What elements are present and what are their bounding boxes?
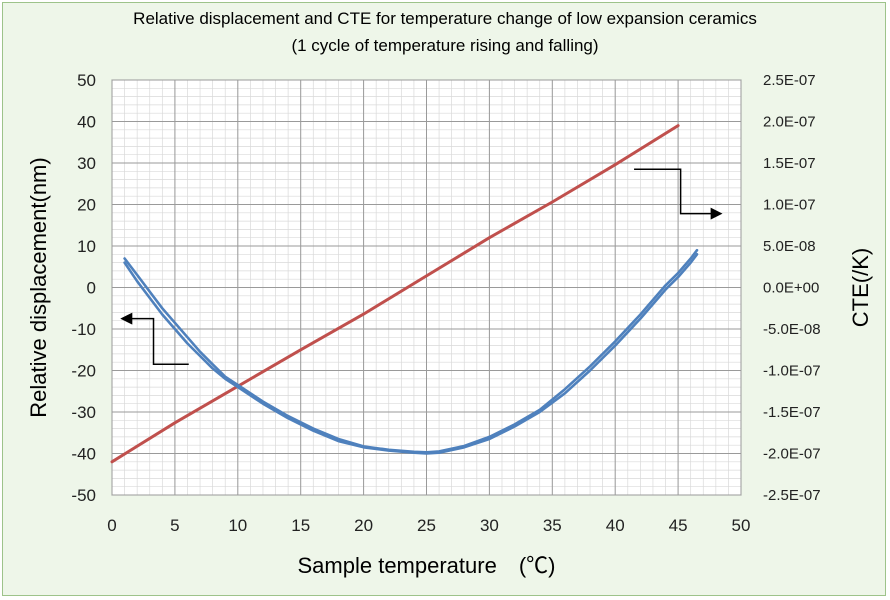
right-tick-label: 0.0E+00 <box>763 280 819 297</box>
right-tick-label: -2.0E-07 <box>763 446 821 463</box>
left-axis-ticks: 50 40 30 20 10 0 -10 -20 -30 -40 -50 <box>71 71 96 505</box>
left-tick-label: -40 <box>71 445 96 464</box>
x-tick-label: 20 <box>354 516 373 535</box>
x-tick-label: 30 <box>480 516 499 535</box>
displacement-series-line-2 <box>123 248 699 454</box>
right-tick-label: -1.5E-07 <box>763 404 821 421</box>
axis-arrows <box>120 168 723 366</box>
right-tick-label: -5.0E-08 <box>763 321 821 338</box>
left-tick-label: 10 <box>77 237 96 256</box>
left-tick-label: -10 <box>71 320 96 339</box>
x-tick-label: 10 <box>228 516 247 535</box>
series-layer <box>110 124 699 464</box>
chart-title: Relative displacement and CTE for temper… <box>133 9 757 28</box>
chart-subtitle: (1 cycle of temperature rising and falli… <box>291 36 599 55</box>
x-tick-label: 5 <box>170 516 179 535</box>
x-tick-label: 15 <box>291 516 310 535</box>
left-tick-label: 40 <box>77 113 96 132</box>
x-tick-label: 50 <box>732 516 751 535</box>
right-axis-ticks: 2.5E-07 2.0E-07 1.5E-07 1.0E-07 5.0E-08 0.0E+… <box>763 72 821 504</box>
x-axis-ticks: 0 5 10 15 20 25 30 35 40 45 50 <box>107 516 750 535</box>
major-grid <box>111 79 742 496</box>
right-tick-label: 5.0E-08 <box>763 238 816 255</box>
left-tick-label: 0 <box>87 279 96 298</box>
x-tick-label: 45 <box>669 516 688 535</box>
x-axis-label: Sample temperature (℃) <box>298 553 556 578</box>
left-tick-label: 20 <box>77 196 96 215</box>
right-tick-label: 2.0E-07 <box>763 114 816 131</box>
left-tick-label: 50 <box>77 71 96 90</box>
right-tick-label: -1.0E-07 <box>763 363 821 380</box>
x-tick-label: 35 <box>543 516 562 535</box>
left-tick-label: -30 <box>71 403 96 422</box>
x-tick-label: 40 <box>606 516 625 535</box>
right-tick-label: 1.5E-07 <box>763 155 816 172</box>
left-tick-label: 30 <box>77 154 96 173</box>
right-tick-label: -2.5E-07 <box>763 487 821 504</box>
x-tick-label: 0 <box>107 516 116 535</box>
x-tick-label: 25 <box>417 516 436 535</box>
left-tick-label: -50 <box>71 486 96 505</box>
right-tick-label: 2.5E-07 <box>763 72 816 89</box>
cte-series-line <box>110 124 680 464</box>
left-tick-label: -20 <box>71 362 96 381</box>
y2-axis-label: CTE(/K) <box>848 248 873 327</box>
left-axis-arrow <box>120 312 189 366</box>
y-axis-label: Relative displacement(nm) <box>26 157 51 417</box>
right-tick-label: 1.0E-07 <box>763 197 816 214</box>
right-axis-arrow <box>634 168 723 220</box>
